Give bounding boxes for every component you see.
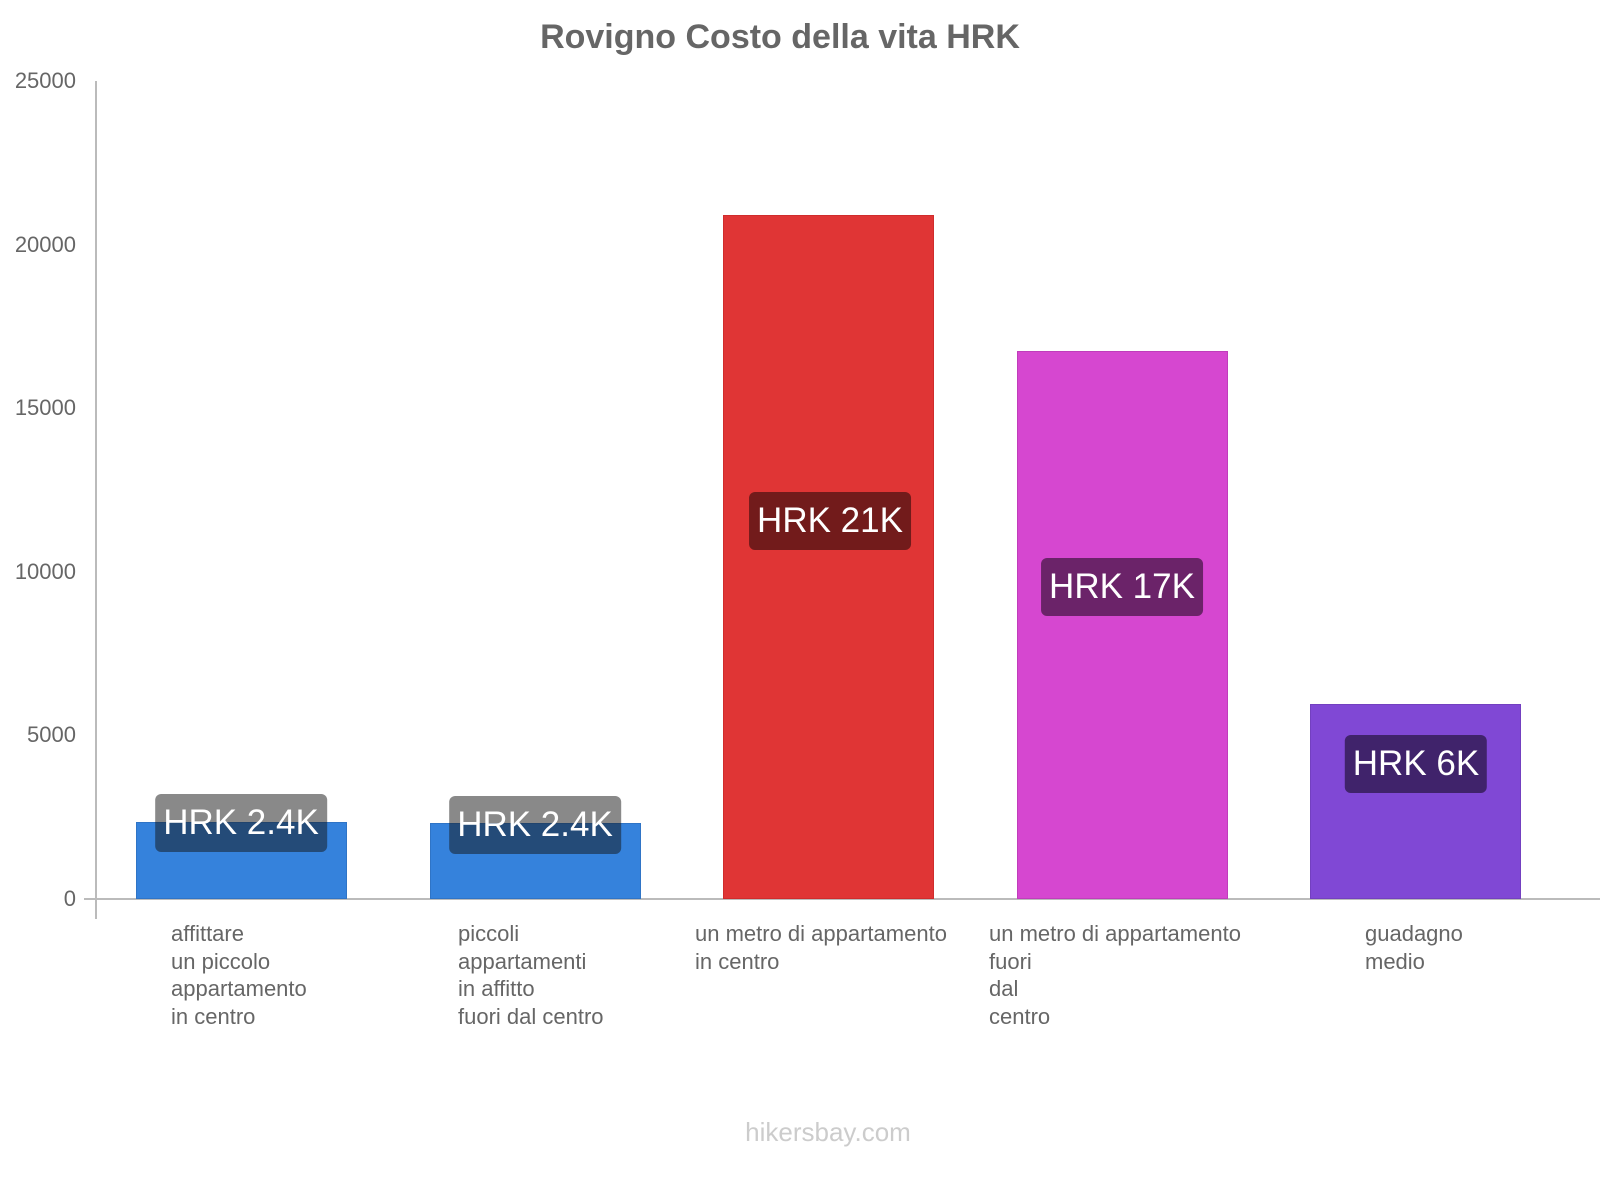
y-tick-label: 15000 [14, 395, 76, 420]
x-axis-line [84, 898, 1600, 900]
bar-sqm-price-outside[interactable] [1017, 351, 1228, 899]
y-tick-label: 20000 [14, 232, 76, 257]
bar-value-label: HRK 2.4K [449, 796, 621, 854]
bar-sqm-price-center[interactable] [723, 215, 934, 899]
bar-value-label: HRK 21K [749, 492, 911, 550]
footer-watermark: hikersbay.com [745, 1117, 911, 1147]
x-category-label: un metro di appartamento fuori dal centr… [989, 921, 1241, 1029]
bar-value-label: HRK 2.4K [155, 794, 327, 852]
x-category-label: guadagno medio [1365, 921, 1463, 974]
chart-title: Rovigno Costo della vita HRK [540, 18, 1020, 56]
bar-value-label: HRK 6K [1344, 735, 1488, 793]
x-category-label: affittare un piccolo appartamento in cen… [171, 921, 307, 1029]
y-axis-line [95, 81, 97, 919]
bar-average-salary[interactable] [1310, 704, 1521, 899]
y-tick-label: 25000 [14, 68, 76, 93]
x-category-label: piccoli appartamenti in affitto fuori da… [458, 921, 604, 1029]
y-tick-label: 0 [63, 886, 76, 911]
x-category-label: un metro di appartamento in centro [695, 921, 947, 974]
y-tick-label: 10000 [14, 559, 76, 584]
bar-value-label: HRK 17K [1041, 558, 1203, 616]
y-tick-label: 5000 [27, 722, 76, 747]
